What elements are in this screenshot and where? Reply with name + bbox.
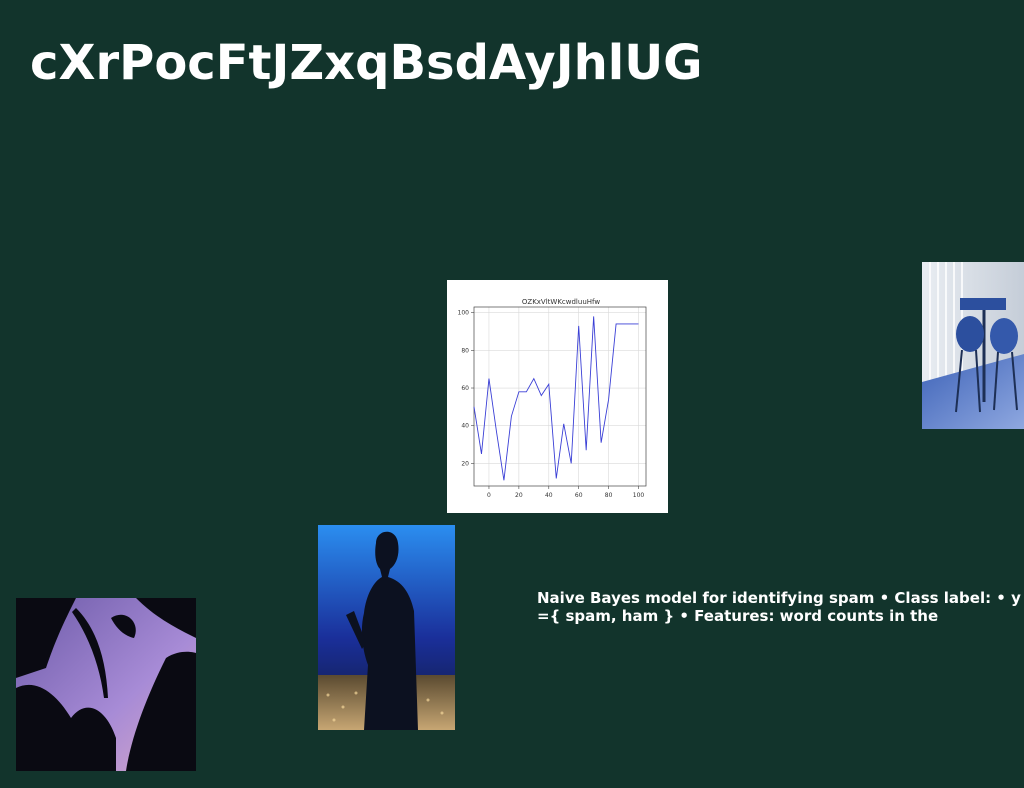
- x-tick-label: 100: [633, 492, 645, 499]
- y-tick-label: 60: [461, 385, 469, 392]
- plot-frame: [473, 306, 647, 487]
- y-tick-label: 20: [461, 460, 469, 467]
- blue-chairs-photo: [922, 262, 1024, 429]
- x-tick-label: 0: [487, 492, 491, 499]
- chart-title: OZKxVltWKcwdluuHfw: [522, 298, 600, 306]
- page-title: cXrPocFtJZxqBsdAyJhlUG: [30, 35, 703, 91]
- series-line: [473, 316, 639, 481]
- x-tick-label: 60: [575, 492, 583, 499]
- person-with-phone-photo: [318, 525, 455, 730]
- x-tick-label: 40: [545, 492, 553, 499]
- caption-text: Naive Bayes model for identifying spam •…: [537, 589, 1021, 625]
- line-chart-svg: OZKxVltWKcwdluuHfw 0 20 40 60 80 100 20 40 60 80 1…: [458, 298, 647, 499]
- y-tick-label: 100: [458, 310, 470, 317]
- y-tick-label: 80: [461, 347, 469, 354]
- line-chart: OZKxVltWKcwdluuHfw 0 20 40 60 80 100 20 40 60 80 1…: [447, 280, 668, 513]
- x-tick-label: 20: [515, 492, 523, 499]
- palm-silhouette-photo: [16, 598, 196, 771]
- x-tick-label: 80: [605, 492, 613, 499]
- y-tick-label: 40: [461, 423, 469, 430]
